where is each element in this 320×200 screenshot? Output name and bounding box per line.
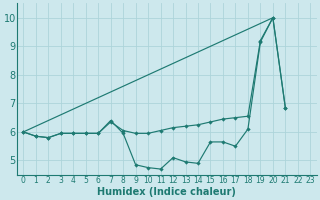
X-axis label: Humidex (Indice chaleur): Humidex (Indice chaleur): [97, 187, 236, 197]
